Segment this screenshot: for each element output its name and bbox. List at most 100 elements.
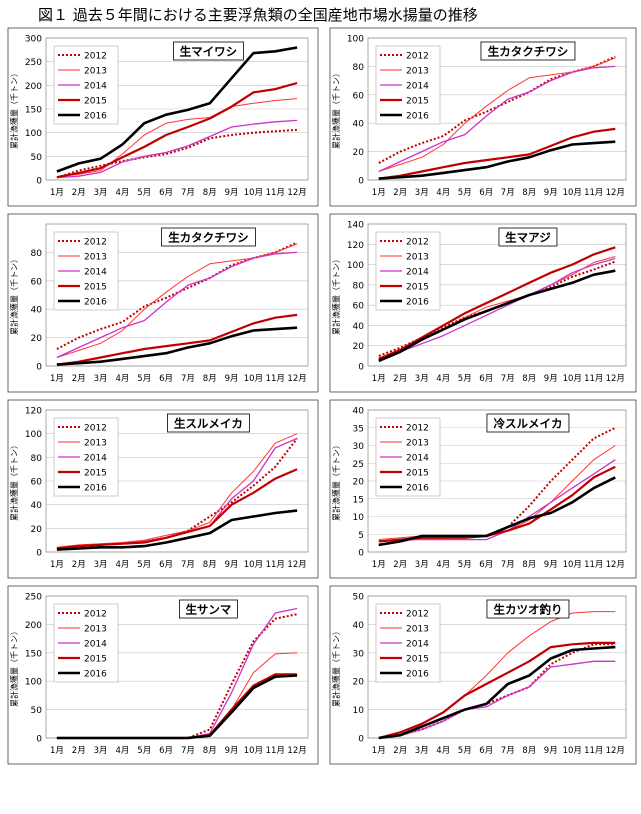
x-tick-label: 12月: [606, 560, 625, 570]
x-tick-label: 8月: [203, 746, 217, 756]
x-tick-label: 11月: [266, 746, 285, 756]
x-tick-label: 8月: [522, 746, 536, 756]
chart-panel-6: 0 5 10 15 20 25 30 35 40 1月 2月 3月 4月 5月 6月 7月 8月 9月 10月 11月…: [329, 399, 637, 579]
y-tick-label: 100: [25, 129, 42, 139]
y-tick-label: 10: [353, 513, 365, 523]
legend-label-2016: 2016: [84, 298, 107, 308]
y-tick-label: 0: [36, 735, 42, 745]
x-tick-label: 7月: [501, 746, 515, 756]
chart-title-box: [167, 413, 250, 433]
chart-panel-5: 0 20 40 60 80 100 120 1月 2月 3月 4月 5月 6月 7月 8月 9月 10月 11月 1…: [7, 399, 319, 579]
x-tick-label: 11月: [584, 560, 603, 570]
plot-area: [45, 409, 309, 553]
x-tick-label: 6月: [159, 746, 173, 756]
chart-title-box: [498, 227, 558, 247]
x-tick-label: 9月: [544, 188, 558, 198]
series-line-2015: [378, 641, 616, 740]
x-tick-label: 11月: [584, 746, 603, 756]
series-line-2016: [56, 509, 298, 551]
y-tick-label: 140: [347, 221, 364, 231]
y-tick-label: 40: [353, 621, 365, 631]
x-tick-label: 9月: [225, 746, 239, 756]
legend-label-2015: 2015: [84, 283, 107, 293]
series-line-2015: [378, 246, 616, 360]
y-tick-label: 100: [25, 678, 42, 688]
legend-label-2016: 2016: [406, 484, 429, 494]
x-tick-label: 5月: [137, 560, 151, 570]
chart-title: 生カタクチワシ: [488, 45, 569, 59]
legend-label-2013: 2013: [406, 253, 429, 263]
legend-label-2014: 2014: [84, 454, 107, 464]
y-tick-label: 0: [358, 735, 364, 745]
x-tick-label: 1月: [50, 188, 64, 198]
x-tick-label: 11月: [266, 188, 285, 198]
y-axis-label: 累計漁獲量（千トン）: [9, 441, 19, 521]
series-line-2014: [378, 459, 616, 543]
y-tick-label: 80: [31, 249, 43, 259]
x-tick-label: 12月: [606, 746, 625, 756]
y-axis-label: 累計漁獲量（千トン）: [9, 255, 19, 335]
x-tick-label: 4月: [436, 560, 450, 570]
y-tick-label: 80: [31, 454, 43, 464]
y-axis-label: 累計漁獲量（千トン）: [331, 255, 341, 335]
x-tick-label: 10月: [244, 560, 263, 570]
series-line-2016: [56, 674, 298, 740]
x-tick-label: 10月: [244, 746, 263, 756]
series-line-2016: [378, 476, 616, 547]
x-tick-label: 7月: [501, 560, 515, 570]
chart-title: 生スルメイカ: [174, 417, 243, 431]
x-tick-label: 7月: [181, 560, 195, 570]
x-tick-label: 9月: [544, 560, 558, 570]
y-tick-label: 40: [31, 501, 43, 511]
x-tick-label: 9月: [544, 374, 558, 384]
x-tick-label: 8月: [203, 188, 217, 198]
y-tick-label: 50: [31, 153, 43, 163]
y-tick-label: 25: [353, 460, 364, 470]
chart-title-box: [173, 41, 244, 61]
legend-label-2016: 2016: [84, 112, 107, 122]
series-line-2015: [56, 81, 298, 179]
legend-label-2012: 2012: [406, 52, 429, 62]
series-line-2014: [378, 660, 616, 739]
x-tick-label: 1月: [372, 746, 386, 756]
chart-title-box: [179, 599, 238, 619]
y-tick-label: 0: [36, 549, 42, 559]
x-tick-label: 2月: [393, 374, 407, 384]
legend-label-2015: 2015: [84, 655, 107, 665]
y-tick-label: 20: [31, 334, 43, 344]
chart-title: 生マアジ: [505, 231, 551, 245]
legend-label-2013: 2013: [406, 625, 429, 635]
x-tick-label: 5月: [458, 374, 472, 384]
y-tick-label: 150: [25, 649, 42, 659]
x-tick-label: 2月: [393, 746, 407, 756]
x-tick-label: 12月: [606, 188, 625, 198]
x-tick-label: 10月: [563, 374, 582, 384]
x-tick-label: 2月: [72, 374, 86, 384]
legend-label-2012: 2012: [406, 610, 429, 620]
y-tick-label: 30: [353, 649, 365, 659]
legend-label-2013: 2013: [84, 67, 107, 77]
series-line-2014: [56, 251, 298, 359]
y-axis-label: 累計漁獲量（千トン）: [331, 627, 341, 707]
x-tick-label: 12月: [287, 560, 306, 570]
y-tick-label: 100: [347, 35, 364, 45]
x-tick-label: 7月: [181, 188, 195, 198]
x-tick-label: 11月: [584, 374, 603, 384]
y-tick-label: 80: [353, 63, 365, 73]
y-tick-label: 0: [36, 177, 42, 187]
x-tick-label: 9月: [544, 746, 558, 756]
y-tick-label: 40: [31, 306, 43, 316]
series-line-2013: [56, 98, 298, 178]
legend-label-2015: 2015: [406, 469, 429, 479]
y-tick-label: 60: [353, 91, 365, 101]
x-tick-label: 5月: [137, 746, 151, 756]
x-tick-label: 8月: [522, 560, 536, 570]
y-tick-label: 30: [353, 442, 365, 452]
x-tick-label: 1月: [372, 374, 386, 384]
x-tick-label: 3月: [94, 188, 108, 198]
y-tick-label: 40: [353, 322, 365, 332]
x-tick-label: 1月: [50, 746, 64, 756]
legend-label-2013: 2013: [84, 625, 107, 635]
y-tick-label: 0: [36, 363, 42, 373]
